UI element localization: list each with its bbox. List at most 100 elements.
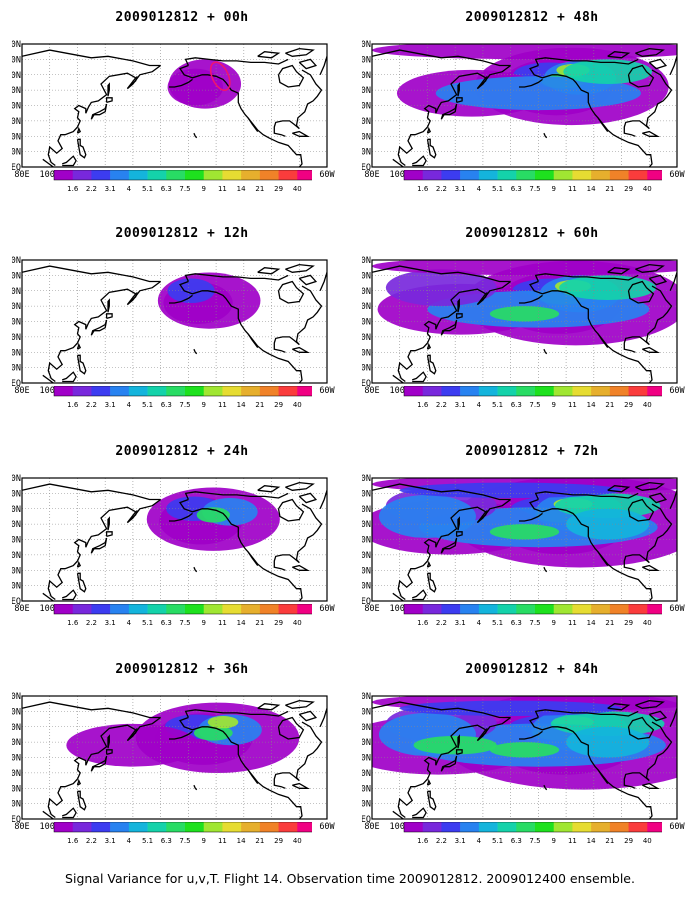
panel-title: 2009012812 + 24h (115, 444, 249, 459)
lat-tick-label: 30N (12, 117, 21, 127)
lon-tick-label: 100E (389, 386, 409, 396)
colorbar-label: 1.6 (67, 619, 79, 627)
lon-tick-label: 60W (669, 170, 685, 180)
variance-contour (378, 494, 476, 538)
lon-tick-label: 100E (389, 822, 409, 832)
colorbar-label: 11 (218, 619, 227, 627)
colorbar-swatch (422, 386, 442, 396)
colorbar-label: 7.5 (529, 837, 540, 845)
colorbar-swatch (460, 822, 480, 832)
lat-tick-label: 70N (362, 489, 371, 499)
lat-tick-label: 50N (362, 520, 371, 530)
colorbar-label: 29 (274, 401, 283, 409)
colorbar-swatch (516, 386, 536, 396)
colorbar-label: 7.5 (179, 401, 190, 409)
coastlines (22, 699, 327, 819)
lat-tick-label: EQ (12, 597, 21, 607)
colorbar-swatch (297, 386, 312, 396)
colorbar-label: 11 (568, 401, 577, 409)
colorbar-label: 9 (201, 401, 205, 409)
lat-tick-label: 70N (362, 271, 371, 281)
colorbar-label: 5.1 (492, 185, 503, 193)
colorbar-label: 1.6 (417, 837, 429, 845)
colorbar-label: 5.1 (142, 619, 153, 627)
colorbar-label: 21 (255, 837, 264, 845)
lat-tick-label: 10N (362, 148, 371, 158)
colorbar-swatch (404, 822, 424, 832)
colorbar-label: 4 (477, 837, 482, 845)
colorbar-swatch (241, 604, 261, 614)
colorbar-label: 21 (605, 837, 614, 845)
lon-tick-label: 80E (364, 604, 379, 614)
colorbar-swatch (259, 822, 279, 832)
lat-tick-label: EQ (362, 597, 371, 607)
lat-tick-label: EQ (12, 815, 21, 825)
colorbar-swatch (609, 822, 629, 832)
lat-tick-label: 40N (362, 754, 371, 764)
colorbar-label: 2.2 (86, 837, 97, 845)
colorbar-swatch (128, 170, 148, 180)
colorbar-label: 6.3 (511, 619, 522, 627)
lat-tick-label: 10N (12, 364, 21, 374)
colorbar-swatch (91, 822, 111, 832)
colorbar-label: 29 (274, 185, 283, 193)
colorbar-swatch (572, 386, 592, 396)
colorbar-swatch (259, 604, 279, 614)
colorbar-swatch (478, 822, 498, 832)
colorbar: 1.6 2.2 3.1 4 5.1 6.3 7.5 9 11 14 21 29 40 (403, 604, 662, 627)
colorbar-swatch (572, 604, 592, 614)
colorbar-label: 29 (274, 837, 283, 845)
figure-caption: Signal Variance for u,v,T. Flight 14. Ob… (65, 871, 635, 886)
colorbar-label: 1.6 (67, 185, 79, 193)
colorbar: 1.6 2.2 3.1 4 5.1 6.3 7.5 9 11 14 21 29 40 (403, 386, 662, 409)
contour-line (209, 61, 231, 92)
colorbar-label: 1.6 (67, 837, 79, 845)
colorbar-label: 5.1 (142, 185, 153, 193)
colorbar-swatch (553, 604, 573, 614)
colorbar-swatch (535, 386, 555, 396)
colorbar-swatch (185, 604, 205, 614)
colorbar-label: 40 (293, 401, 302, 409)
variance-contour (193, 725, 233, 741)
colorbar-swatch (460, 604, 480, 614)
colorbar-label: 11 (568, 185, 577, 193)
colorbar-swatch (422, 604, 442, 614)
colorbar-swatch (297, 604, 312, 614)
colorbar-label: 4 (127, 185, 132, 193)
lat-tick-label: 30N (12, 333, 21, 343)
lat-tick-label: 50N (362, 302, 371, 312)
colorbar-label: 2.2 (436, 185, 447, 193)
panel-title: 2009012812 + 48h (465, 10, 599, 25)
lon-tick-label: 80E (364, 386, 379, 396)
colorbar-swatch (203, 386, 223, 396)
panel-title: 2009012812 + 00h (115, 10, 249, 25)
panel-title: 2009012812 + 60h (465, 226, 599, 241)
colorbar-swatch (441, 604, 461, 614)
variance-map: 80N70N60N50N40N30N20N10NEQ80E100E120E140… (362, 474, 686, 614)
colorbar-label: 40 (643, 401, 652, 409)
lat-tick-label: 60N (362, 723, 371, 733)
colorbar-swatch (647, 386, 662, 396)
colorbar-swatch (203, 822, 223, 832)
variance-field (167, 59, 242, 109)
lat-tick-label: 10N (362, 800, 371, 810)
colorbar-label: 7.5 (529, 401, 540, 409)
colorbar-swatch (278, 822, 298, 832)
colorbar-label: 6.3 (161, 837, 172, 845)
colorbar-label: 1.6 (67, 401, 79, 409)
lat-tick-label: 20N (12, 132, 21, 142)
colorbar-swatch (147, 170, 167, 180)
colorbar-label: 29 (274, 619, 283, 627)
colorbar-swatch (166, 386, 186, 396)
colorbar-swatch (110, 386, 130, 396)
lat-tick-label: 30N (12, 769, 21, 779)
colorbar-label: 7.5 (529, 619, 540, 627)
colorbar-label: 5.1 (142, 837, 153, 845)
colorbar-label: 6.3 (161, 185, 172, 193)
colorbar-swatch (441, 170, 461, 180)
colorbar-swatch (259, 170, 279, 180)
panel-title: 2009012812 + 12h (115, 226, 249, 241)
colorbar-swatch (572, 170, 592, 180)
colorbar-swatch (297, 822, 312, 832)
colorbar-label: 2.2 (86, 185, 97, 193)
